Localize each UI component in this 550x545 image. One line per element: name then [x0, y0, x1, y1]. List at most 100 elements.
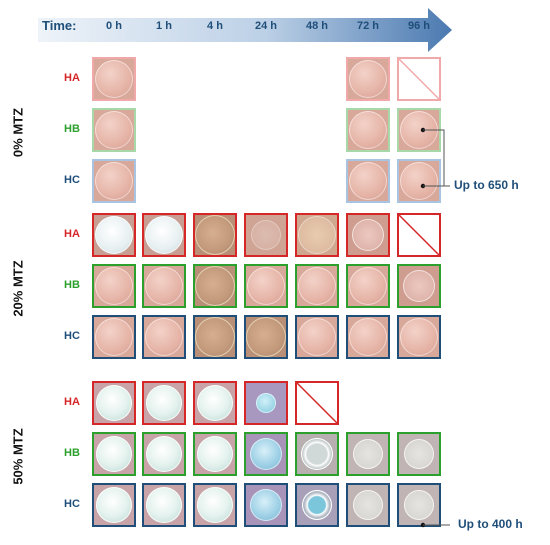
time-point-label: 0 h: [106, 20, 122, 32]
sample-cell: [193, 432, 237, 476]
dissolved-slash-icon: [399, 215, 439, 255]
sample-cell: [142, 315, 186, 359]
time-point-label: 72 h: [356, 20, 379, 32]
sample-disc: [353, 439, 383, 469]
sample-cell: [142, 432, 186, 476]
sample-disc: [247, 267, 285, 305]
sample-disc: [145, 318, 183, 356]
row-label: HB: [64, 447, 80, 459]
time-arrow: [38, 8, 452, 52]
sample-disc: [96, 436, 132, 472]
sample-disc: [146, 385, 182, 421]
row-label: HA: [64, 228, 80, 240]
sample-cell: [142, 483, 186, 527]
sample-disc: [250, 489, 282, 521]
sample-cell: [193, 483, 237, 527]
row-label: HA: [64, 72, 80, 84]
row-label: HB: [64, 123, 80, 135]
sample-cell: [346, 483, 390, 527]
sample-disc: [95, 162, 133, 200]
sample-cell: [92, 108, 136, 152]
sample-disc: [349, 111, 387, 149]
annotation-label: Up to 650 h: [454, 178, 519, 192]
row-label: HB: [64, 279, 80, 291]
sample-disc: [302, 490, 332, 520]
sample-cell: [346, 159, 390, 203]
sample-disc: [404, 490, 434, 520]
sample-cell: [92, 432, 136, 476]
sample-disc: [298, 267, 336, 305]
sample-cell: [397, 264, 441, 308]
sample-disc: [400, 162, 438, 200]
sample-disc: [352, 219, 384, 251]
sample-disc: [146, 436, 182, 472]
sample-cell: [244, 315, 288, 359]
sample-disc: [298, 216, 336, 254]
sample-cell: [295, 264, 339, 308]
sample-cell: [92, 483, 136, 527]
sample-disc: [195, 215, 235, 255]
sample-disc: [353, 490, 383, 520]
sample-cell: [92, 315, 136, 359]
sample-disc: [145, 216, 183, 254]
sample-disc: [96, 487, 132, 523]
annotation-label: Up to 400 h: [458, 517, 523, 531]
sample-cell: [244, 381, 288, 425]
dissolved-slash-icon: [399, 59, 439, 99]
sample-cell: [92, 381, 136, 425]
sample-cell: [397, 159, 441, 203]
dissolved-cell: [397, 213, 441, 257]
sample-disc: [301, 438, 333, 470]
sample-disc: [404, 439, 434, 469]
sample-disc: [251, 220, 281, 250]
sample-disc: [197, 385, 233, 421]
sample-disc: [195, 317, 235, 357]
sample-cell: [244, 432, 288, 476]
sample-cell: [346, 432, 390, 476]
row-label: HC: [64, 498, 80, 510]
sample-cell: [244, 264, 288, 308]
sample-cell: [346, 315, 390, 359]
sample-disc: [400, 318, 438, 356]
sample-cell: [346, 108, 390, 152]
time-point-label: 4 h: [207, 20, 223, 32]
sample-disc: [95, 267, 133, 305]
sample-disc: [95, 216, 133, 254]
time-title: Time:: [42, 18, 77, 33]
sample-disc: [197, 487, 233, 523]
time-point-label: 48 h: [305, 20, 328, 32]
sample-disc: [145, 267, 183, 305]
sample-cell: [295, 315, 339, 359]
sample-disc: [349, 60, 387, 98]
sample-cell: [193, 381, 237, 425]
sample-cell: [92, 213, 136, 257]
sample-disc: [197, 436, 233, 472]
sample-cell: [92, 264, 136, 308]
sample-cell: [92, 57, 136, 101]
sample-disc: [246, 317, 286, 357]
row-label: HC: [64, 174, 80, 186]
sample-disc: [195, 266, 235, 306]
time-point-label: 96 h: [407, 20, 430, 32]
sample-disc: [96, 385, 132, 421]
sample-cell: [397, 315, 441, 359]
sample-cell: [346, 213, 390, 257]
sample-disc: [250, 438, 282, 470]
sample-disc: [95, 60, 133, 98]
sample-cell: [193, 315, 237, 359]
sample-cell: [193, 213, 237, 257]
sample-disc: [95, 318, 133, 356]
sample-cell: [244, 483, 288, 527]
sample-cell: [346, 57, 390, 101]
row-label: HC: [64, 330, 80, 342]
sample-disc: [298, 318, 336, 356]
sample-disc: [256, 393, 276, 413]
sample-disc: [146, 487, 182, 523]
sample-cell: [193, 264, 237, 308]
dissolved-slash-icon: [297, 383, 337, 423]
time-point-label: 1 h: [156, 20, 172, 32]
sample-disc: [349, 267, 387, 305]
sample-cell: [397, 432, 441, 476]
sample-disc: [349, 318, 387, 356]
